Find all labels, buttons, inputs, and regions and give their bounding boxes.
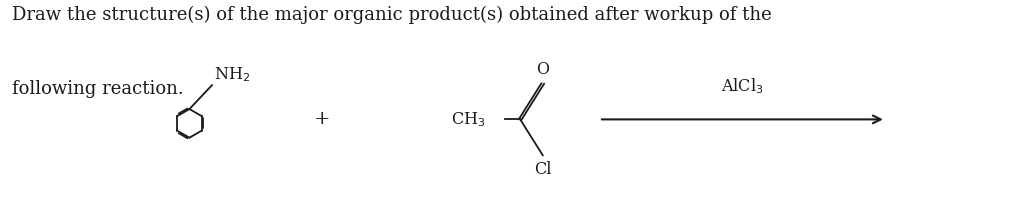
Text: NH$_2$: NH$_2$ <box>214 65 250 84</box>
Text: Draw the structure(s) of the major organic product(s) obtained after workup of t: Draw the structure(s) of the major organ… <box>12 6 772 24</box>
Text: Cl: Cl <box>534 161 552 178</box>
Text: following reaction.: following reaction. <box>12 80 184 98</box>
Text: CH$_3$: CH$_3$ <box>451 110 485 129</box>
Text: +: + <box>314 110 331 128</box>
Text: O: O <box>537 61 549 78</box>
Text: AlCl$_3$: AlCl$_3$ <box>721 76 764 96</box>
